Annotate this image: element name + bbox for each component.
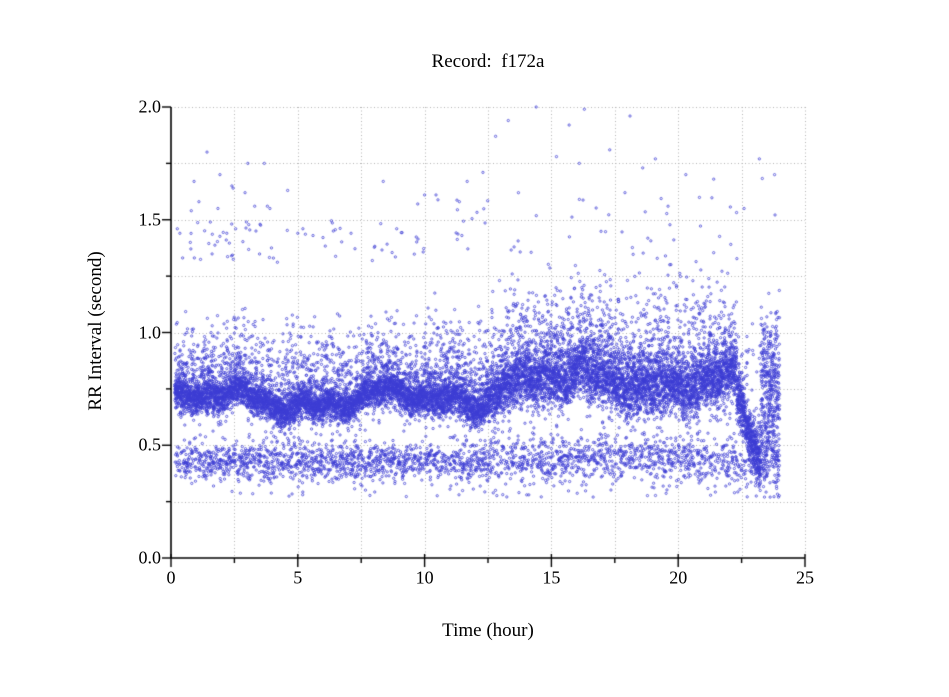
chart-title: Record: f172a	[431, 51, 545, 72]
y-axis-label: RR Interval (second)	[85, 251, 106, 411]
x-tick-label-25: 25	[796, 567, 814, 588]
y-tick-label-1.0: 1.0	[138, 322, 162, 342]
x-tick-label-0: 0	[166, 567, 176, 588]
x-tick-label-5: 5	[293, 567, 303, 588]
y-tick-label-0.5: 0.5	[138, 434, 162, 455]
y-tick-label-0.0: 0.0	[138, 547, 162, 568]
x-tick-label-10: 10	[415, 567, 434, 588]
y-tick-label-2.0: 2.0	[138, 96, 162, 117]
x-tick-label-20: 20	[669, 567, 688, 588]
x-axis-label: Time (hour)	[442, 620, 534, 641]
x-tick-label-15: 15	[542, 567, 561, 588]
y-tick-label-1.5: 1.5	[138, 209, 162, 230]
